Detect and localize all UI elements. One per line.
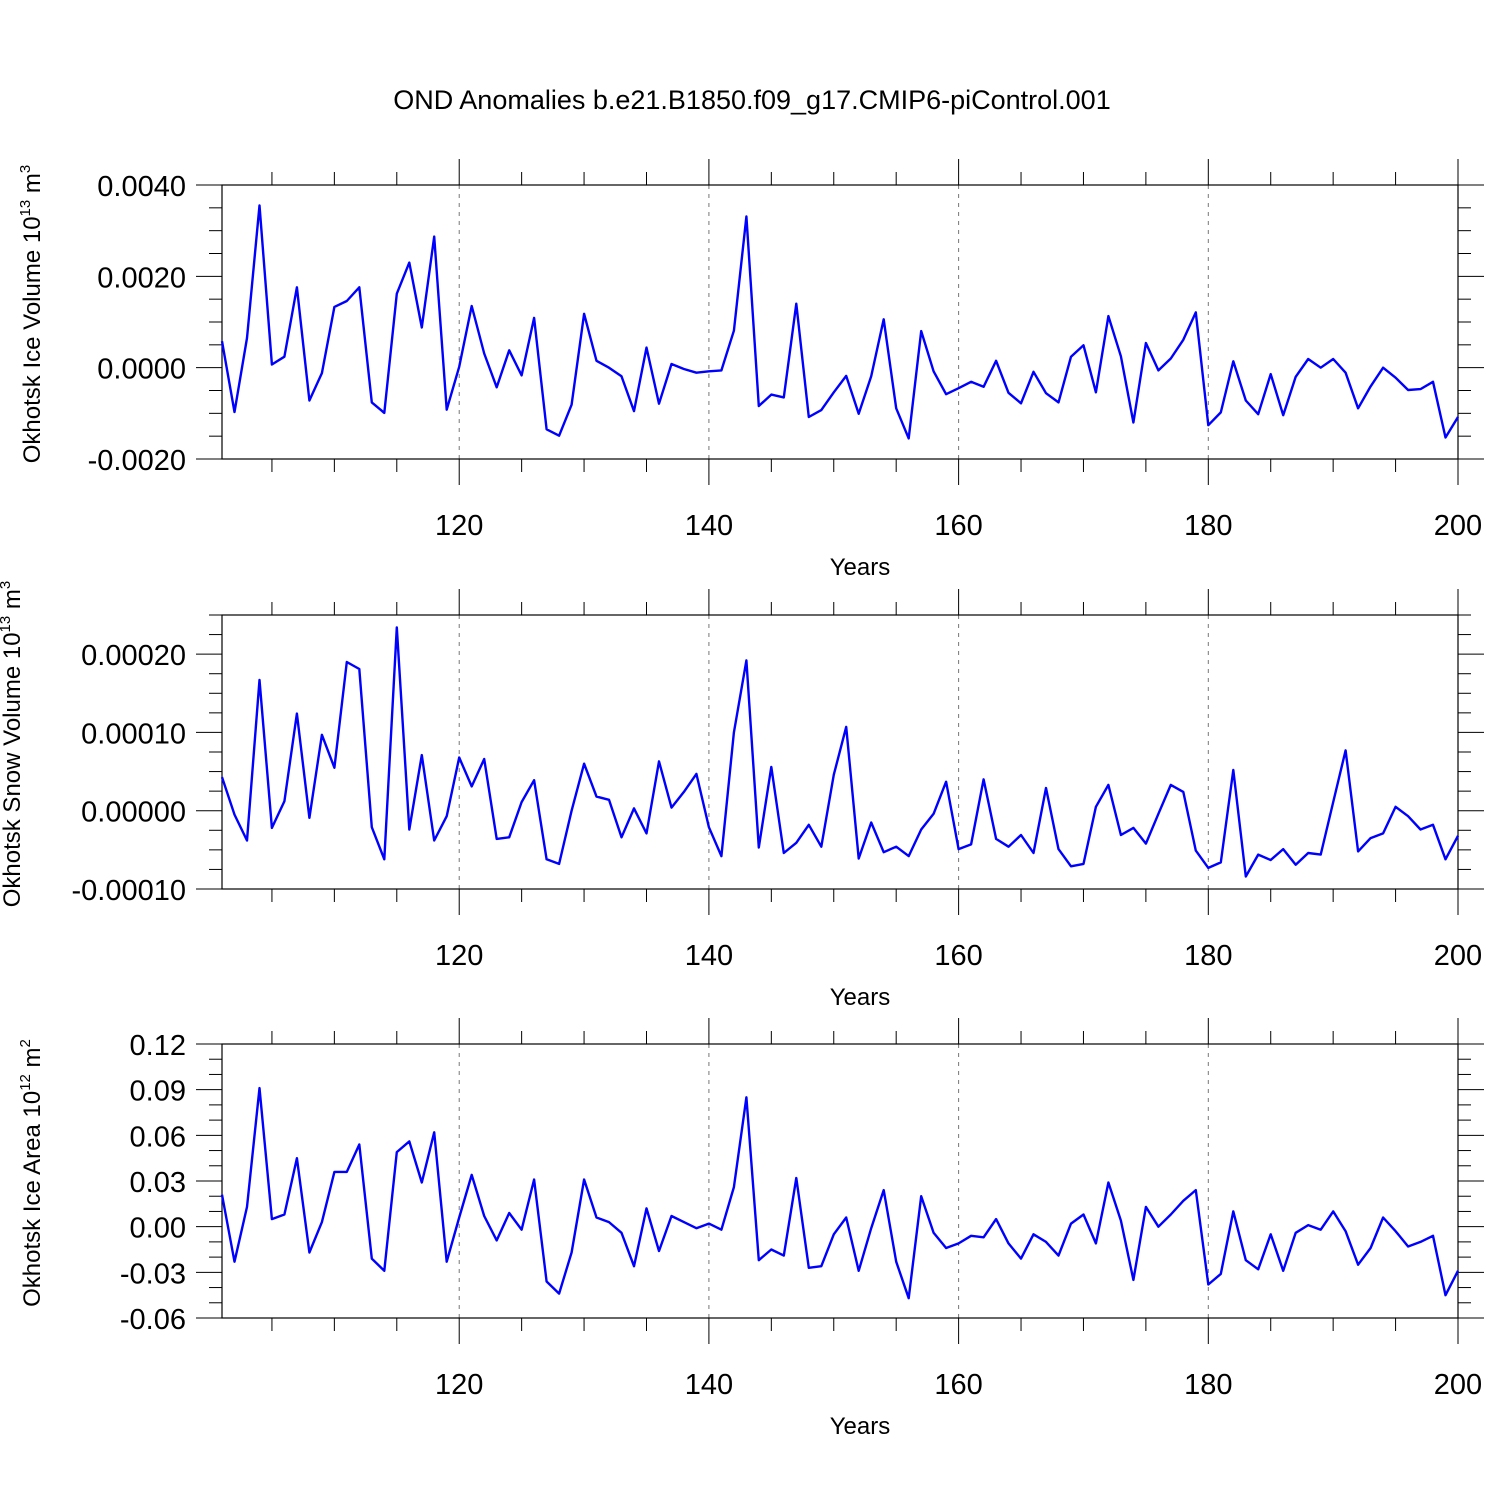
ice-volume-y-axis-label-unit: m: [19, 173, 46, 200]
ice-area-ytick-label-2: 0.00: [130, 1213, 186, 1245]
snow-volume-xtick-label-180: 180: [1184, 940, 1232, 972]
ice-area-xtick-label-200: 200: [1434, 1369, 1482, 1401]
snow-volume-x-axis-label: Years: [830, 984, 891, 1011]
ice-volume-y-axis-label-exponent: 13: [17, 200, 34, 217]
ice-volume-y-axis-label: Okhotsk Ice Volume 1013 m3: [17, 165, 46, 464]
snow-volume-xtick-label-140: 140: [685, 940, 733, 972]
ice-volume-xtick-label-160: 160: [934, 510, 982, 542]
ice-area-xtick-label-120: 120: [435, 1369, 483, 1401]
ice-area-y-axis-label-unit-exponent: 2: [17, 1039, 34, 1047]
ice-area-x-axis-label: Years: [830, 1413, 891, 1440]
ice-area-panel: -0.06 -0.03 0.00 0.03 0.06 0.09 0.12 120 140 160…: [17, 1018, 1484, 1440]
ice-volume-ytick-label-0: -0.0020: [88, 445, 186, 477]
ice-volume-y-axis-label-text: Okhotsk Ice Volume 10: [19, 216, 46, 463]
ice-volume-xtick-label-180: 180: [1184, 510, 1232, 542]
ice-volume-ytick-label-1: 0.0000: [97, 354, 186, 386]
ice-area-line: [220, 1086, 1460, 1300]
ice-area-xtick-label-180: 180: [1184, 1369, 1232, 1401]
snow-volume-y-axis-label-text: Okhotsk Snow Volume 10: [0, 632, 26, 907]
snow-volume-xtick-label-120: 120: [435, 940, 483, 972]
ice-area-plot-frame: [221, 1043, 1459, 1319]
ice-area-ytick-label-0: -0.06: [120, 1304, 186, 1336]
ice-area-y-axis-label-unit: m: [19, 1047, 46, 1074]
ice-volume-xtick-label-140: 140: [685, 510, 733, 542]
snow-volume-y-axis-label-unit: m: [0, 589, 26, 616]
ice-area-xtick-label-160: 160: [934, 1369, 982, 1401]
ice-area-y-axis-label-exponent: 12: [17, 1074, 34, 1091]
ice-volume-ytick-label-2: 0.0020: [97, 262, 186, 294]
ice-volume-x-axis-label: Years: [830, 554, 891, 581]
ice-volume-plot-frame: [221, 184, 1459, 460]
ice-volume-y-axis-label-unit-exponent: 3: [17, 165, 34, 173]
snow-volume-y-axis-label: Okhotsk Snow Volume 1013 m3: [0, 581, 26, 908]
snow-volume-panel: -0.00010 0.00000 0.00010 0.00020 120 140 160 1…: [0, 581, 1484, 1011]
ice-volume-ytick-label-3: 0.0040: [97, 171, 186, 203]
snow-volume-ytick-label-0: -0.00010: [72, 875, 187, 907]
snow-volume-plot-frame: [221, 614, 1459, 890]
snow-volume-ytick-label-3: 0.00020: [81, 640, 186, 672]
ice-volume-xtick-label-120: 120: [435, 510, 483, 542]
snow-volume-y-axis-label-exponent: 13: [0, 616, 14, 633]
ice-area-y-axis-label: Okhotsk Ice Area 1012 m2: [17, 1039, 46, 1307]
ice-area-ytick-label-1: -0.03: [120, 1258, 186, 1290]
snow-volume-xtick-label-160: 160: [934, 940, 982, 972]
snow-volume-line: [220, 626, 1460, 878]
ice-volume-line: [220, 204, 1460, 440]
ice-area-ytick-label-3: 0.03: [130, 1167, 186, 1199]
ice-volume-panel: -0.0020 0.0000 0.0020 0.0040 120 140 160 180 20…: [17, 159, 1484, 581]
snow-volume-xtick-label-200: 200: [1434, 940, 1482, 972]
ice-area-ytick-label-6: 0.12: [130, 1030, 186, 1062]
ice-area-y-axis-label-text: Okhotsk Ice Area 10: [19, 1091, 46, 1307]
snow-volume-ytick-label-1: 0.00000: [81, 797, 186, 829]
ice-volume-xtick-label-200: 200: [1434, 510, 1482, 542]
ice-area-xtick-label-140: 140: [685, 1369, 733, 1401]
ice-area-ytick-label-4: 0.06: [130, 1121, 186, 1153]
snow-volume-y-axis-label-unit-exponent: 3: [0, 581, 14, 589]
snow-volume-ytick-label-2: 0.00010: [81, 718, 186, 750]
ice-area-ytick-label-5: 0.09: [130, 1076, 186, 1108]
chart-title: OND Anomalies b.e21.B1850.f09_g17.CMIP6-…: [393, 85, 1110, 115]
